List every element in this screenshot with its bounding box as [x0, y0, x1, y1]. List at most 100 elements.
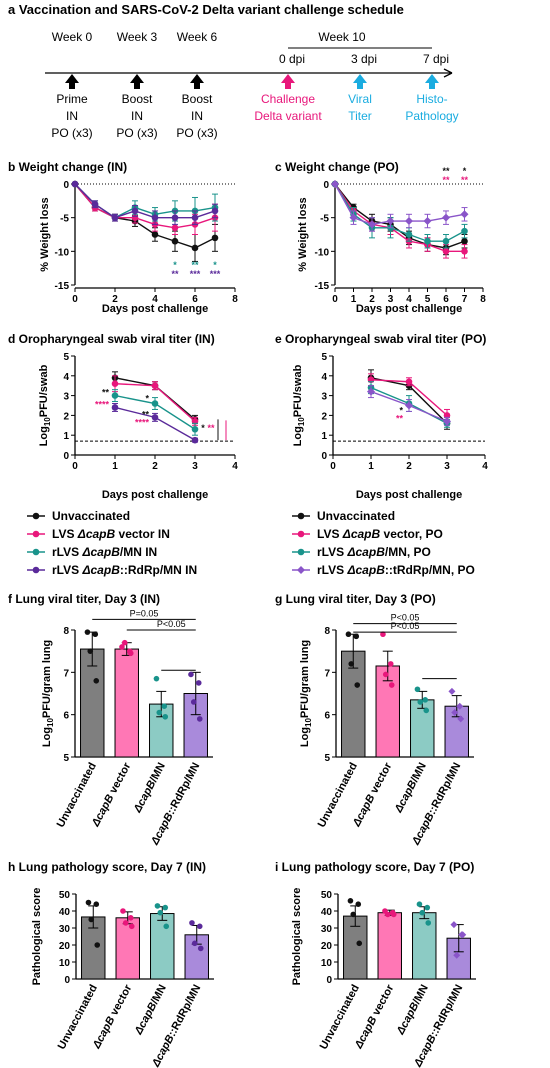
y-axis-label: Pathological score [291, 888, 303, 986]
week-label: Week 0 [52, 30, 93, 44]
y-tick-label: 5 [63, 753, 69, 764]
event-arrow [425, 74, 439, 89]
y-axis-label: Pathological score [31, 888, 43, 986]
label-part: ::RdRp/MN IN [120, 563, 197, 577]
data-point [414, 686, 421, 693]
y-tick-label: 30 [321, 924, 333, 935]
data-point [457, 715, 465, 723]
label-part: ΔcapB [346, 545, 385, 559]
x-tick-label: 1 [112, 461, 118, 472]
event-arrow [281, 74, 295, 89]
dpi-label: 7 dpi [423, 52, 449, 66]
label-part: ΔcapB [81, 545, 120, 559]
event-label: Viral [348, 92, 372, 106]
label-part: ΔcapB [394, 1001, 421, 1038]
data-point [127, 915, 134, 921]
p-value-label: P<0.05 [391, 613, 420, 623]
data-point [347, 898, 354, 904]
y-tick-label: 40 [59, 907, 71, 918]
timeline-arrowhead [443, 68, 453, 78]
legend-marker [297, 530, 305, 538]
chart-title: d Oropharyngeal swab viral titer (IN) [8, 332, 215, 346]
y-axis-label: Log10PFU/swab [38, 364, 52, 446]
label-part: /MN [411, 983, 431, 1006]
legend-item: Unvaccinated [317, 509, 395, 523]
significance-mark: ** [171, 269, 179, 279]
data-point [423, 707, 430, 714]
data-point [451, 709, 459, 717]
x-axis-label: Days post challenge [102, 303, 208, 315]
event-label: Prime [56, 92, 88, 106]
data-point [453, 951, 461, 959]
legend-item: LVS ΔcapB vector IN [52, 527, 170, 541]
p-value-label: P<0.05 [157, 619, 186, 629]
week10-label: Week 10 [318, 30, 365, 44]
data-point [380, 631, 386, 638]
legend-marker [297, 548, 305, 556]
significance-mark: **** [95, 399, 110, 409]
data-point [91, 200, 99, 208]
category-label: ΔcapB/MN [394, 983, 431, 1038]
y-tick-label: 20 [59, 941, 71, 952]
chart-title: e Oropharyngeal swab viral titer (PO) [275, 332, 486, 346]
label-part: Unvaccinated [52, 509, 130, 523]
x-tick-label: 3 [444, 461, 450, 472]
data-point [419, 909, 426, 916]
label-part: LVS [317, 527, 343, 541]
event-arrow [353, 74, 367, 89]
label-part: /MN IN [120, 545, 157, 559]
y-tick-label: 0 [323, 180, 329, 191]
dpi-label: 3 dpi [351, 52, 377, 66]
x-tick-label: 0 [332, 294, 338, 305]
label-part: 10 [43, 417, 52, 426]
y-tick-label: 5 [63, 352, 69, 363]
significance-mark: * [399, 405, 403, 415]
x-tick-label: 2 [152, 461, 158, 472]
series-line [114, 406, 196, 441]
event-label: IN [131, 109, 143, 123]
data-point [111, 214, 119, 221]
label-part: PFU/swab [292, 364, 304, 417]
label-part: ΔcapB [412, 1033, 439, 1068]
significance-mark: * [173, 260, 177, 270]
data-point [425, 920, 432, 926]
significance-mark: * [463, 166, 467, 176]
x-tick-label: 4 [406, 294, 412, 305]
label-part: ΔcapB [342, 527, 381, 541]
legend-marker [297, 512, 305, 520]
chart-title: c Weight change (PO) [275, 160, 399, 174]
data-point [84, 629, 91, 635]
x-tick-label: 1 [351, 294, 357, 305]
legend-item: rLVS ΔcapB/MN, PO [317, 545, 431, 559]
event-label: Pathology [405, 109, 458, 123]
data-point [111, 404, 119, 411]
schedule-title: a Vaccination and SARS-CoV-2 Delta varia… [8, 2, 404, 17]
x-tick-label: 4 [232, 461, 238, 472]
data-point [448, 687, 456, 695]
y-axis-label: Log10PFU/gram lung [299, 640, 313, 747]
data-point [456, 702, 464, 710]
data-point [417, 699, 424, 705]
y-tick-label: -15 [315, 281, 330, 292]
y-tick-label: -10 [55, 247, 70, 258]
y-tick-label: 3 [63, 392, 69, 403]
label-part: PFU/gram lung [41, 640, 53, 718]
data-point [189, 920, 195, 926]
label-part: ΔcapB [132, 1001, 159, 1038]
label-part: PFU/gram lung [299, 640, 311, 718]
label-part: rLVS [317, 545, 347, 559]
category-label: ΔcapB/MN [131, 761, 168, 816]
data-point [460, 210, 469, 219]
y-tick-label: -5 [320, 214, 329, 225]
data-point [88, 916, 95, 923]
data-point [416, 901, 423, 907]
label-part: ::RdRp/MN [428, 983, 465, 1039]
data-point [422, 697, 429, 703]
data-point [388, 682, 395, 688]
event-label: IN [66, 109, 78, 123]
y-tick-label: 30 [59, 924, 71, 935]
data-point [424, 237, 431, 245]
legend-marker [32, 512, 40, 520]
y-tick-label: 3 [321, 392, 327, 403]
x-axis-label: Days post challenge [356, 489, 462, 501]
